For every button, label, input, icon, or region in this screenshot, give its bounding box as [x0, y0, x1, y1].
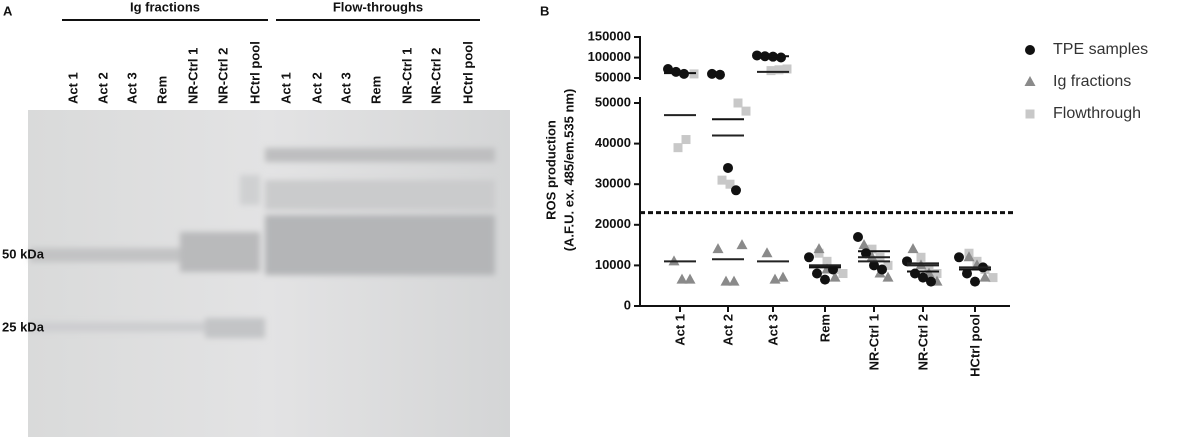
lane-label: HCtrl pool: [460, 41, 475, 104]
data-point: [720, 275, 732, 286]
x-tick-label: Act 3: [765, 314, 780, 346]
data-point: [736, 239, 748, 250]
x-tick-label: Act 1: [672, 314, 687, 346]
y-tick-label: 30000: [595, 176, 631, 191]
lane-label: Rem: [368, 76, 383, 104]
data-point: [907, 243, 919, 254]
data-point: [741, 106, 751, 116]
lane-label: Act 1: [65, 72, 80, 104]
data-point: [858, 239, 870, 250]
legend-label: Flowthrough: [1053, 105, 1141, 122]
data-point: [838, 269, 848, 279]
data-point: [671, 66, 681, 77]
y-tick-label: 150000: [588, 28, 631, 43]
lane-label: Act 1: [278, 72, 293, 104]
data-point: [918, 272, 928, 283]
data-point: [715, 69, 725, 80]
data-point: [822, 256, 832, 266]
data-point: [676, 273, 688, 284]
data-point: [813, 243, 825, 254]
x-tick-label: Rem: [817, 314, 832, 342]
legend-label: TPE samples: [1053, 41, 1148, 58]
data-point: [774, 65, 784, 75]
y-tick-label: 20000: [595, 216, 631, 231]
lane-label: NR-Ctrl 1: [185, 48, 200, 104]
data-point: [761, 247, 773, 258]
data-point: [776, 52, 786, 63]
data-point: [684, 273, 696, 284]
data-point: [962, 268, 972, 279]
data-point: [932, 269, 942, 279]
y-tick-label: 10000: [595, 257, 631, 272]
data-point: [926, 276, 936, 287]
data-point: [663, 63, 673, 74]
y-axis-label: (A.F.U. ex. 485/em.535 nm): [561, 89, 576, 252]
y-tick-label: 0: [624, 297, 631, 312]
y-tick-label: 40000: [595, 135, 631, 150]
data-point: [882, 271, 894, 282]
data-point: [877, 264, 887, 275]
data-point: [712, 243, 724, 254]
data-point: [812, 268, 822, 279]
lane-label: Act 2: [309, 72, 324, 104]
y-tick-label: 100000: [588, 49, 631, 64]
x-tick-label: NR-Ctrl 1: [866, 314, 881, 370]
data-point: [820, 274, 830, 285]
data-point: [814, 248, 824, 258]
data-point: [988, 273, 998, 283]
data-point: [963, 251, 975, 262]
lane-label: Act 2: [95, 72, 110, 104]
x-tick-label: NR-Ctrl 2: [915, 314, 930, 370]
data-point: [979, 271, 991, 282]
data-point: [883, 260, 893, 270]
panel-label: A: [3, 3, 13, 18]
data-point: [723, 162, 733, 173]
x-tick-label: HCtrl pool: [967, 314, 982, 377]
legend-marker: [1025, 45, 1035, 55]
legend-marker: [1024, 76, 1036, 86]
lane-label: NR-Ctrl 1: [399, 48, 414, 104]
data-point: [954, 252, 964, 263]
legend-label: Ig fractions: [1053, 73, 1131, 90]
data-point: [869, 260, 879, 271]
data-point: [733, 98, 743, 108]
data-point: [970, 276, 980, 287]
marker-label: 50 kDa: [2, 246, 45, 261]
y-tick-label: 50000: [595, 94, 631, 109]
data-point: [728, 275, 740, 286]
legend-marker: [1025, 109, 1035, 119]
marker-label: 25 kDa: [2, 319, 45, 334]
lane-label: Act 3: [338, 72, 353, 104]
data-point: [766, 66, 776, 76]
data-point: [681, 135, 691, 145]
data-point: [731, 185, 741, 196]
data-point: [725, 179, 735, 189]
gel-image: [28, 110, 510, 437]
data-point: [804, 252, 814, 263]
data-point: [867, 244, 877, 254]
data-point: [782, 64, 792, 74]
y-axis-label: ROS production: [543, 120, 558, 220]
lane-label: NR-Ctrl 2: [215, 48, 230, 104]
data-point: [707, 68, 717, 79]
data-point: [673, 143, 683, 153]
data-point: [853, 231, 863, 242]
lane-label: Act 3: [124, 72, 139, 104]
data-point: [829, 271, 841, 282]
lane-label: HCtrl pool: [247, 41, 262, 104]
data-point: [777, 271, 789, 282]
x-tick-label: Act 2: [720, 314, 735, 346]
lane-label: Rem: [154, 76, 169, 104]
panel-label: B: [540, 3, 549, 18]
data-point: [769, 273, 781, 284]
lane-label: NR-Ctrl 2: [428, 48, 443, 104]
y-tick-label: 50000: [595, 69, 631, 84]
group-label: Ig fractions: [130, 0, 200, 14]
group-label: Flow-throughs: [333, 0, 423, 14]
data-point: [717, 175, 727, 185]
data-point: [916, 252, 926, 262]
